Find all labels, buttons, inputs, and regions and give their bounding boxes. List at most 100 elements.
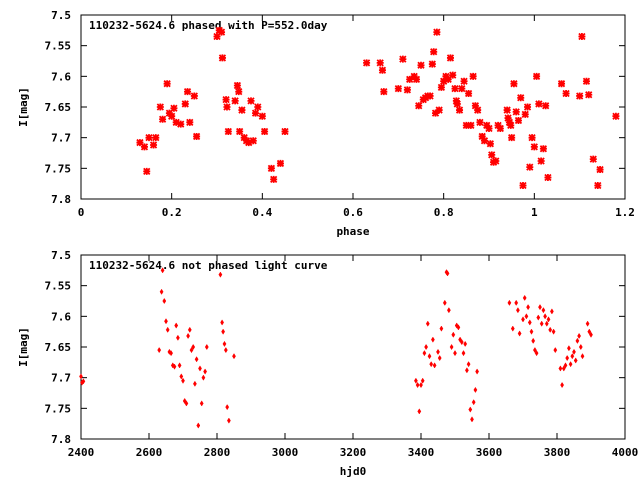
data-point [533, 346, 537, 354]
data-point [522, 294, 527, 302]
data-point [512, 108, 520, 116]
data-point [473, 386, 478, 394]
data-point [201, 374, 206, 381]
x-tick-label: 0.8 [434, 206, 454, 219]
data-point [570, 353, 575, 360]
x-tick-label: 0.2 [162, 206, 182, 219]
data-point [439, 325, 444, 332]
data-point [551, 328, 556, 335]
data-point [446, 307, 451, 314]
data-point [488, 151, 496, 159]
data-point [247, 97, 255, 105]
data-point [424, 343, 428, 351]
data-point [461, 350, 466, 357]
y-tick-label: 7.6 [51, 310, 71, 323]
data-point [510, 80, 518, 88]
y-tick-label: 7.65 [45, 341, 72, 354]
data-point [192, 132, 201, 141]
data-point [466, 361, 471, 368]
y-tick-label: 7.7 [51, 132, 71, 145]
data-point [585, 91, 593, 99]
data-point [157, 346, 162, 354]
data-point [558, 365, 563, 372]
y-tick-label: 7.5 [51, 9, 71, 22]
data-point [425, 320, 430, 327]
data-point [403, 86, 412, 94]
x-tick-label: 2800 [204, 446, 231, 459]
data-point [245, 138, 253, 147]
data-point [186, 118, 194, 126]
data-point [140, 143, 149, 151]
data-point [437, 83, 446, 92]
data-point [270, 175, 278, 184]
data-point [535, 100, 543, 108]
data-point [172, 363, 177, 370]
data-point [415, 381, 420, 389]
data-point [440, 77, 448, 85]
data-point [514, 116, 523, 125]
data-point [432, 362, 437, 369]
data-point [577, 332, 581, 340]
data-point [565, 354, 570, 362]
data-point [460, 77, 468, 85]
data-point [163, 80, 171, 88]
data-point [222, 96, 230, 104]
data-point [594, 181, 602, 190]
data-point [159, 288, 164, 295]
data-point [221, 328, 226, 335]
data-point [582, 77, 591, 85]
data-point [578, 32, 586, 41]
data-point [463, 340, 468, 348]
data-point [537, 157, 545, 165]
data-point [530, 143, 538, 151]
data-point [236, 127, 244, 136]
data-point [526, 304, 530, 311]
data-point [254, 103, 262, 111]
data-point [431, 336, 435, 343]
data-point [249, 137, 257, 145]
data-point [422, 350, 427, 357]
data-point [143, 167, 151, 176]
data-point [170, 104, 178, 112]
data-point [217, 28, 226, 36]
data-point [160, 267, 165, 274]
y-tick-label: 7.75 [45, 402, 72, 415]
data-point [612, 112, 620, 120]
data-point [580, 353, 585, 360]
data-point [458, 84, 466, 93]
data-point [550, 308, 554, 315]
data-point [542, 102, 550, 110]
y-tick-label: 7.5 [51, 249, 71, 262]
data-point [451, 84, 459, 93]
data-point [414, 377, 418, 384]
data-point [190, 92, 198, 100]
data-point [380, 88, 388, 96]
data-point [557, 80, 566, 88]
data-point [427, 353, 432, 360]
data-point [149, 141, 158, 149]
data-point [156, 103, 164, 111]
data-point [546, 316, 551, 323]
data-point [467, 121, 475, 130]
data-point [453, 100, 461, 108]
data-point [191, 343, 196, 351]
data-point [281, 127, 289, 136]
y-tick-label: 7.65 [45, 101, 72, 114]
data-point [510, 325, 515, 332]
data-point [541, 307, 546, 314]
data-point [553, 346, 558, 354]
data-point [223, 103, 231, 111]
data-point [507, 121, 515, 130]
data-point [516, 307, 520, 314]
data-point [399, 55, 407, 63]
x-tick-label: 3400 [408, 446, 435, 459]
data-point [267, 164, 276, 172]
data-point [538, 304, 542, 311]
y-axis-title: I[mag] [17, 87, 30, 127]
data-point [158, 115, 167, 123]
data-point [437, 354, 442, 362]
data-point [203, 368, 207, 375]
data-point [260, 127, 269, 136]
data-point [420, 377, 425, 384]
